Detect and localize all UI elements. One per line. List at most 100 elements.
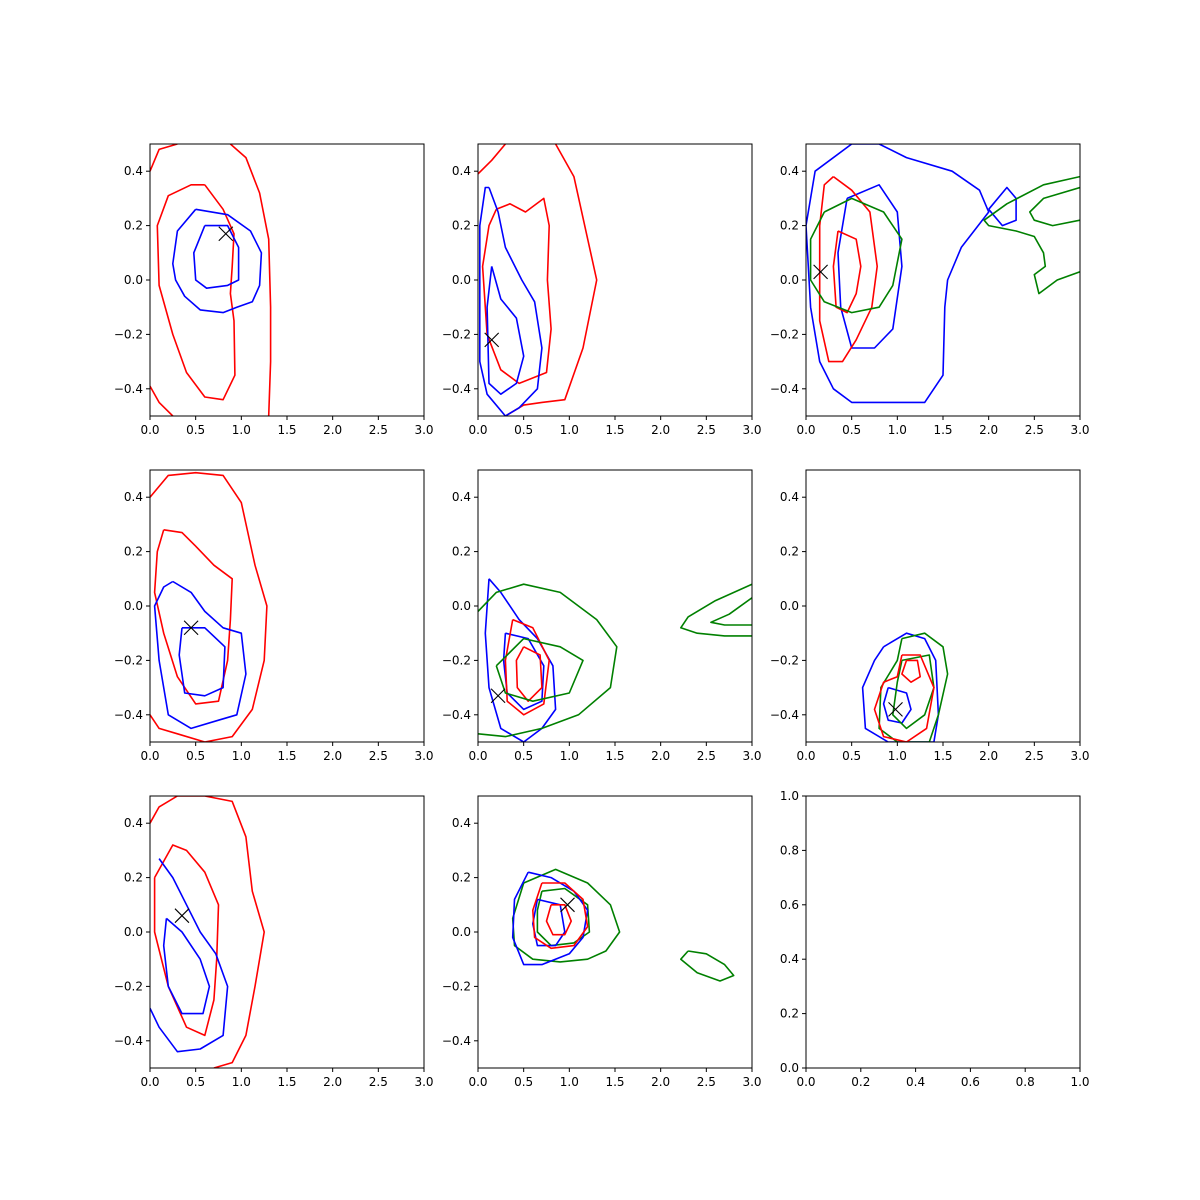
x-tick-label: 1.0 <box>888 423 907 437</box>
red-contour-3 <box>229 144 272 416</box>
x-tick-label: 0.2 <box>851 1075 870 1089</box>
x-tick-label: 1.5 <box>933 423 952 437</box>
red-contour-2 <box>504 144 598 416</box>
x-tick-label: 1.5 <box>933 749 952 763</box>
x-tick-label: 2.0 <box>651 1075 670 1089</box>
x-tick-label: 0.0 <box>796 1075 815 1089</box>
blue-contour-4 <box>162 917 211 1015</box>
y-tick-label: −0.2 <box>442 653 471 667</box>
subplot-2: 0.0 0.5 1.0 1.5 2.0 2.5 3.0 −0.4 −0.2 0.0 0.2 0.4 <box>442 143 762 437</box>
y-tick-label: 0.6 <box>780 898 799 912</box>
subplot-1: 0.0 0.5 1.0 1.5 2.0 2.5 3.0 −0.4 −0.2 0.0 0.2 0.4 <box>114 143 434 437</box>
green-contour-7 <box>679 950 735 982</box>
subplot-5: 0.0 0.5 1.0 1.5 2.0 2.5 3.0 −0.4 −0.2 0.0 0.2 0.4 <box>442 469 762 763</box>
y-tick-label: 0.2 <box>452 545 471 559</box>
y-tick-label: −0.4 <box>770 382 799 396</box>
y-tick-label: 0.4 <box>124 164 143 178</box>
x-tick-label: 3.0 <box>742 423 761 437</box>
x-tick-label: 2.5 <box>1025 423 1044 437</box>
x-tick-label: 1.0 <box>1070 1075 1089 1089</box>
x-tick-label: 1.0 <box>232 423 251 437</box>
blue-contour-4 <box>178 626 226 697</box>
green-contour-6 <box>495 637 584 703</box>
subplot-4: 0.0 0.5 1.0 1.5 2.0 2.5 3.0 −0.4 −0.2 0.0 0.2 0.4 <box>114 469 434 763</box>
y-tick-label: −0.4 <box>442 1034 471 1048</box>
x-tick-label: 2.0 <box>651 749 670 763</box>
x-tick-label: 1.5 <box>605 1075 624 1089</box>
y-tick-label: −0.4 <box>114 708 143 722</box>
x-marker <box>490 688 506 704</box>
green-contour-7 <box>679 583 752 637</box>
x-tick-label: 1.5 <box>277 749 296 763</box>
contour-lines <box>478 578 752 742</box>
contour-lines <box>806 144 1080 404</box>
green-contour-4 <box>891 654 935 730</box>
red-contour-5 <box>832 230 862 314</box>
red-contour-2 <box>153 844 220 1037</box>
x-marker-stroke <box>888 701 903 717</box>
x-tick-label: 1.5 <box>277 1075 296 1089</box>
y-tick-label: 0.2 <box>780 1007 799 1021</box>
y-tick-label: 0.0 <box>780 1061 799 1075</box>
red-contour-5 <box>873 654 935 742</box>
contour-lines <box>150 144 272 416</box>
red-contour-3 <box>481 197 552 385</box>
x-tick-label: 2.0 <box>651 423 670 437</box>
green-contour-6 <box>809 197 903 314</box>
y-tick-label: 0.4 <box>780 490 799 504</box>
x-tick-label: 0.5 <box>186 423 205 437</box>
x-tick-label: 2.5 <box>369 1075 388 1089</box>
blue-contour-1 <box>861 632 940 742</box>
x-tick-label: 0.0 <box>468 423 487 437</box>
y-tick-label: −0.2 <box>114 979 143 993</box>
x-tick-label: 3.0 <box>742 749 761 763</box>
subplot-6: 0.0 0.5 1.0 1.5 2.0 2.5 3.0 −0.4 −0.2 0.0 0.2 0.4 <box>770 469 1090 763</box>
red-contour-1 <box>150 144 178 172</box>
green-contour-5 <box>478 583 618 738</box>
subplot-8: 0.0 0.5 1.0 1.5 2.0 2.5 3.0 −0.4 −0.2 0.0 0.2 0.4 <box>442 795 762 1089</box>
x-tick-label: 1.5 <box>277 423 296 437</box>
x-tick-label: 2.0 <box>979 749 998 763</box>
x-tick-label: 0.0 <box>468 1075 487 1089</box>
y-tick-label: 0.2 <box>124 871 143 885</box>
x-marker-stroke <box>813 264 829 280</box>
y-tick-label: 0.0 <box>124 599 143 613</box>
blue-contour-1 <box>806 144 990 404</box>
y-tick-label: 0.2 <box>124 545 143 559</box>
x-tick-label: 3.0 <box>1070 423 1089 437</box>
x-tick-label: 3.0 <box>414 1075 433 1089</box>
green-contour-8 <box>1029 186 1080 227</box>
x-tick-label: 0.0 <box>140 749 159 763</box>
x-tick-label: 0.5 <box>842 749 861 763</box>
red-contour-6 <box>901 659 922 684</box>
blue-contour-6 <box>193 224 240 290</box>
x-tick-label: 0.0 <box>796 423 815 437</box>
y-tick-label: 0.2 <box>780 545 799 559</box>
contour-lines <box>478 144 598 416</box>
x-tick-label: 0.5 <box>514 749 533 763</box>
x-tick-label: 2.0 <box>323 749 342 763</box>
x-marker <box>484 332 500 348</box>
x-tick-label: 3.0 <box>414 749 433 763</box>
x-marker-stroke <box>490 688 506 704</box>
x-tick-label: 1.0 <box>232 749 251 763</box>
y-tick-label: −0.2 <box>442 327 471 341</box>
x-tick-label: 1.0 <box>232 1075 251 1089</box>
x-tick-label: 1.0 <box>888 749 907 763</box>
y-tick-label: 0.4 <box>780 164 799 178</box>
x-tick-label: 3.0 <box>742 1075 761 1089</box>
y-tick-label: 1.0 <box>780 789 799 803</box>
x-marker-stroke <box>183 620 199 636</box>
y-tick-label: 0.0 <box>124 925 143 939</box>
y-tick-label: −0.4 <box>770 708 799 722</box>
x-marker-stroke <box>560 897 575 913</box>
y-tick-label: 0.4 <box>452 164 471 178</box>
x-tick-label: 2.5 <box>1025 749 1044 763</box>
red-contour-2 <box>150 385 174 416</box>
y-tick-label: −0.2 <box>114 327 143 341</box>
x-tick-label: 0.8 <box>1016 1075 1035 1089</box>
x-tick-label: 1.0 <box>560 423 579 437</box>
x-marker <box>560 897 575 913</box>
